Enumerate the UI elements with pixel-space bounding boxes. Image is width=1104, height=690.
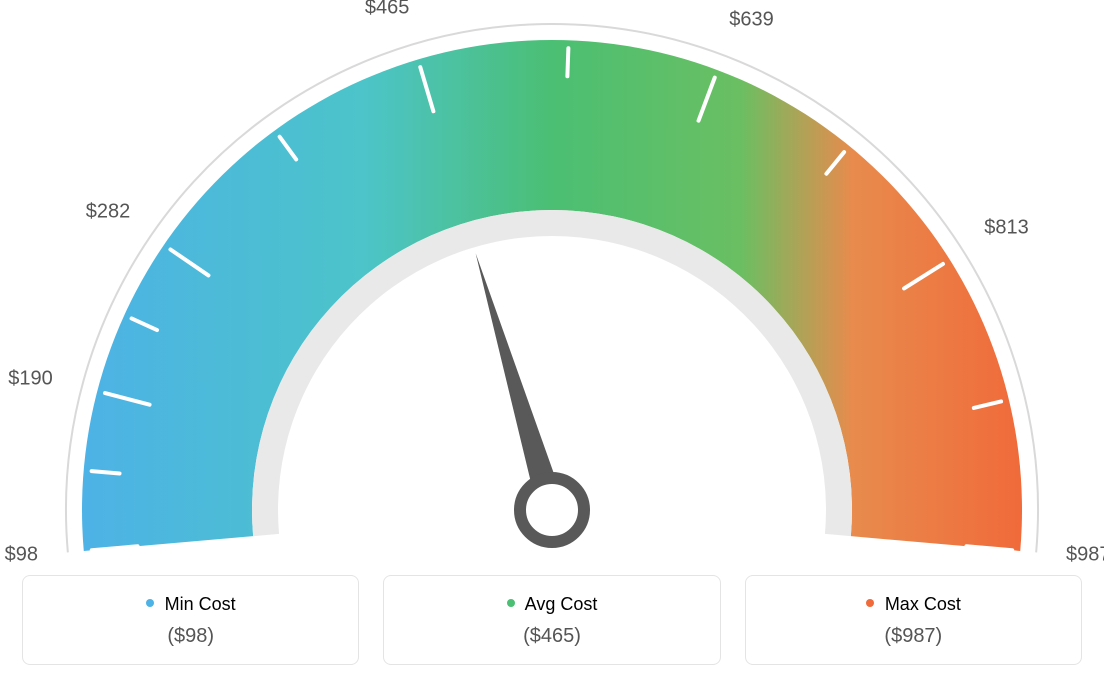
legend-card-min: Min Cost ($98): [22, 575, 359, 665]
dot-icon: [507, 599, 515, 607]
gauge-tick-label: $282: [86, 201, 131, 224]
gauge-tick-label: $465: [365, 0, 410, 20]
legend-value-max: ($987): [746, 625, 1081, 648]
gauge-svg: [22, 20, 1082, 560]
gauge-tick-label: $98: [5, 543, 38, 566]
gauge-tick-label: $190: [8, 368, 53, 391]
gauge-tick-label: $639: [729, 9, 774, 32]
gauge-hub: [520, 478, 584, 542]
dot-icon: [146, 599, 154, 607]
legend-value-min: ($98): [23, 625, 358, 648]
legend-label: Max Cost: [885, 594, 961, 614]
gauge-tick-label: $813: [984, 217, 1029, 240]
legend-title-max: Max Cost: [746, 594, 1081, 615]
legend-title-avg: Avg Cost: [384, 594, 719, 615]
dot-icon: [866, 599, 874, 607]
legend-card-max: Max Cost ($987): [745, 575, 1082, 665]
gauge-tick-label: $987: [1066, 543, 1104, 566]
legend-label: Min Cost: [165, 594, 236, 614]
legend-value-avg: ($465): [384, 625, 719, 648]
legend-label: Avg Cost: [525, 594, 598, 614]
legend-title-min: Min Cost: [23, 594, 358, 615]
legend-card-avg: Avg Cost ($465): [383, 575, 720, 665]
cost-gauge: $98$190$282$465$639$813$987: [22, 20, 1082, 565]
legend-row: Min Cost ($98) Avg Cost ($465) Max Cost …: [22, 575, 1082, 665]
